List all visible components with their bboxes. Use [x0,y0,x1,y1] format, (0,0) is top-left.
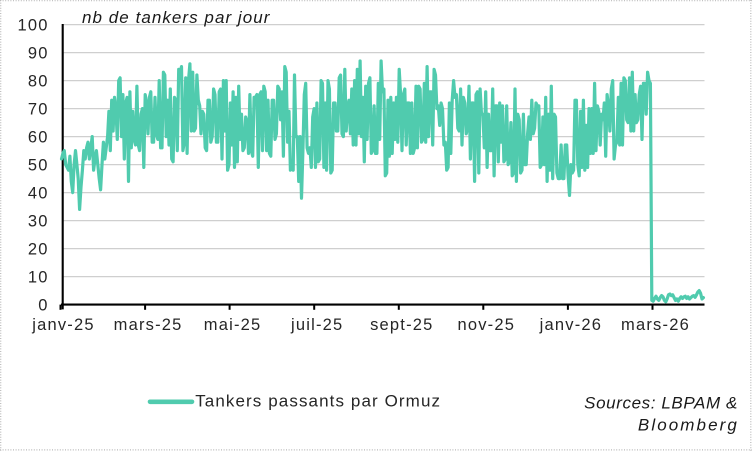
svg-text:janv-26: janv-26 [539,316,603,334]
svg-text:40: 40 [28,185,49,203]
svg-text:mars-26: mars-26 [621,316,690,334]
svg-text:10: 10 [28,269,49,287]
svg-text:20: 20 [28,241,49,259]
svg-text:janv-25: janv-25 [31,316,95,334]
svg-text:sept-25: sept-25 [370,316,433,334]
svg-text:60: 60 [28,129,49,147]
svg-text:nb de tankers par jour: nb de tankers par jour [82,8,271,27]
svg-text:70: 70 [28,101,49,119]
svg-text:80: 80 [28,73,49,91]
svg-text:mars-25: mars-25 [114,316,183,334]
svg-text:Sources: LBPAM &: Sources: LBPAM & [584,394,738,413]
svg-text:mai-25: mai-25 [204,316,262,334]
svg-text:90: 90 [28,45,49,63]
svg-text:100: 100 [18,17,49,35]
svg-text:Bloomberg: Bloomberg [638,416,739,435]
svg-text:Tankers passants par Ormuz: Tankers passants par Ormuz [195,392,441,411]
svg-text:nov-25: nov-25 [457,316,515,334]
svg-text:juil-25: juil-25 [290,316,343,334]
svg-text:30: 30 [28,213,49,231]
svg-text:50: 50 [28,157,49,175]
svg-text:0: 0 [38,297,48,315]
